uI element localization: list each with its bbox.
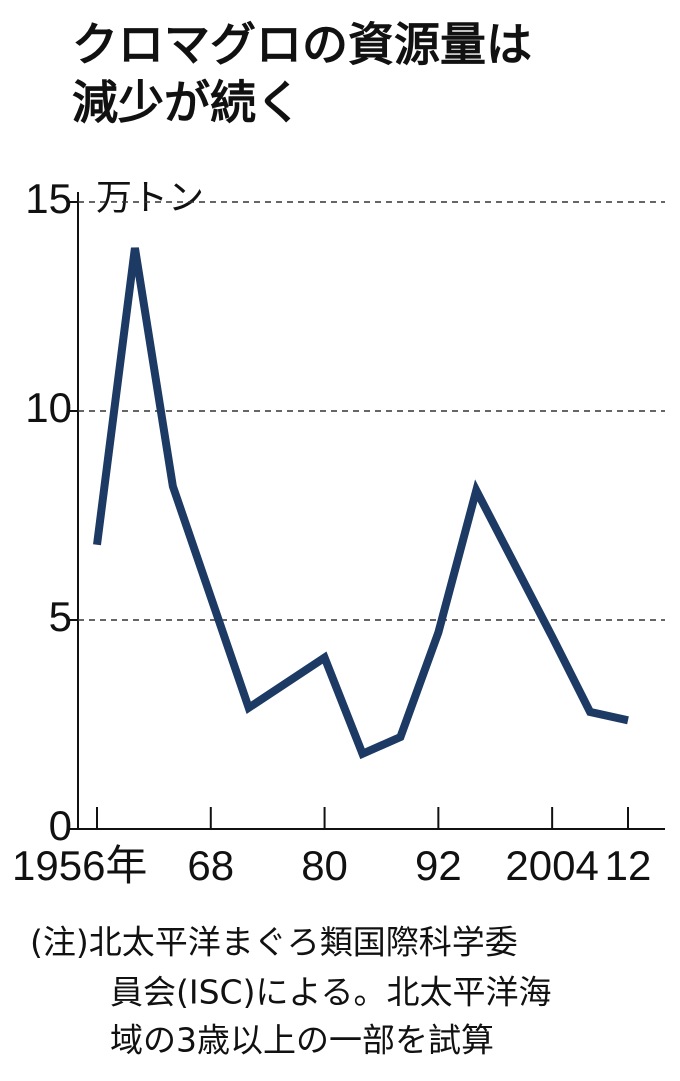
y-tick-label: 5	[49, 593, 72, 640]
unit-label: 万トン	[96, 177, 204, 218]
y-tick-label: 10	[25, 384, 72, 431]
x-tick-label: 2004	[505, 842, 598, 889]
x-tick-label: 80	[301, 842, 348, 889]
x-tick-label: 12	[605, 842, 652, 889]
note: (注)北太平洋まぐろ類国際科学委	[30, 923, 518, 962]
note: 員会(ISC)による。北太平洋海	[110, 973, 551, 1012]
note: 域の3歳以上の一部を試算	[110, 1021, 494, 1060]
x-tick-label: 68	[187, 842, 234, 889]
chart-title: クロマグロの資源量は	[72, 18, 532, 72]
x-tick-label: 92	[415, 842, 462, 889]
y-tick-label: 15	[25, 175, 72, 222]
y-tick-label: 0	[49, 802, 72, 849]
x-tick-label: 1956年	[12, 842, 147, 889]
chart-title: 減少が続く	[72, 76, 302, 130]
line-series	[93, 247, 629, 760]
